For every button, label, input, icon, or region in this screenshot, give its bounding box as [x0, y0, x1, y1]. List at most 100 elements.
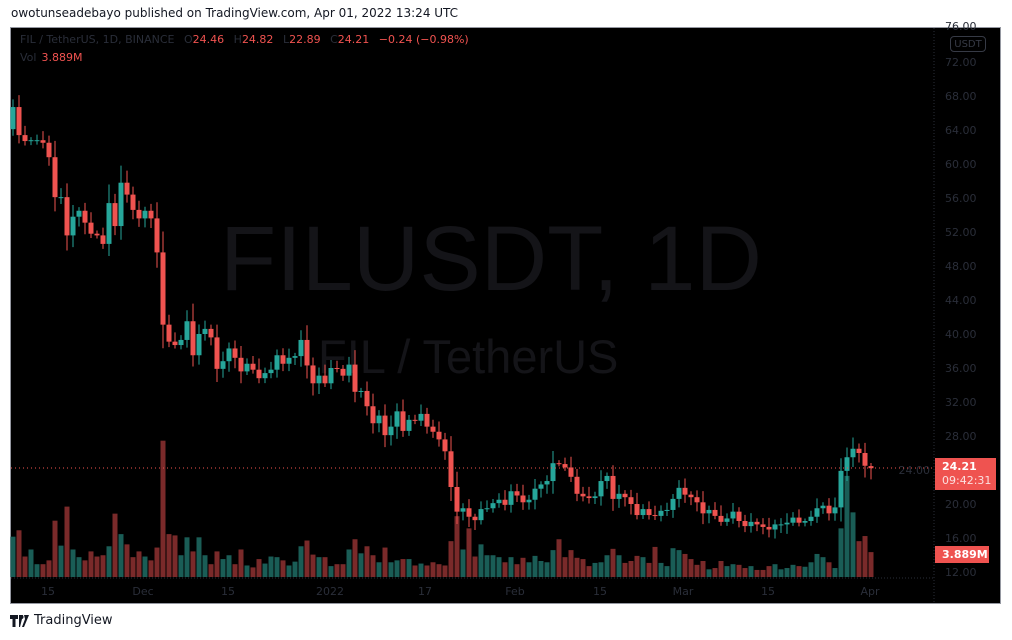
y-tick-label: 20.00	[945, 498, 977, 511]
candle	[94, 230, 100, 239]
candle-body	[256, 369, 262, 379]
volume-bar	[394, 560, 400, 577]
tradingview-logo[interactable]: TradingView	[10, 613, 113, 628]
candle	[640, 504, 646, 519]
candle	[730, 502, 736, 524]
candle-body	[526, 499, 532, 503]
candle-body	[118, 182, 124, 227]
candle-body	[718, 515, 724, 522]
volume-bar	[124, 544, 130, 577]
candle	[832, 497, 838, 521]
candle	[214, 324, 220, 382]
candle-body	[610, 475, 616, 499]
y-tick-label: 28.00	[945, 430, 977, 443]
volume-bar	[556, 539, 562, 577]
volume-bar	[52, 520, 58, 577]
candle-body	[850, 448, 856, 458]
volume-bar	[358, 553, 364, 577]
volume-bar	[424, 565, 430, 577]
volume-bar	[586, 566, 592, 577]
high-value: 24.82	[241, 33, 274, 46]
candle-body	[706, 509, 712, 514]
candle-body	[214, 337, 220, 369]
candle	[58, 188, 64, 204]
candle-body	[148, 210, 154, 219]
candle-body	[796, 517, 802, 523]
candle	[718, 505, 724, 526]
volume-bar	[166, 534, 172, 577]
x-tick-label: 15	[41, 585, 55, 598]
volume-bar	[286, 565, 292, 577]
volume-bar	[712, 568, 718, 577]
candle	[778, 518, 784, 533]
candle-body	[196, 334, 202, 356]
candle-body	[316, 375, 322, 384]
volume-bar	[814, 553, 820, 577]
volume-bar	[694, 564, 700, 577]
volume-bar	[724, 566, 730, 577]
volume-bar	[172, 535, 178, 577]
volume-bar	[526, 562, 532, 577]
x-tick-label: Mar	[673, 585, 694, 598]
volume-bar	[436, 564, 442, 577]
candle-body	[34, 140, 40, 142]
candle	[652, 505, 658, 520]
currency-button[interactable]: USDT	[950, 36, 986, 52]
candle-body	[112, 203, 118, 227]
candle-body	[826, 505, 832, 514]
candle	[208, 324, 214, 346]
candle-body	[130, 194, 136, 210]
candle	[676, 480, 682, 508]
volume-bar	[88, 551, 94, 577]
last-price: 24.21	[942, 460, 977, 473]
candle-body	[16, 107, 22, 136]
candle-body	[178, 339, 184, 346]
candle	[394, 403, 400, 439]
volume-bar	[628, 561, 634, 577]
volume-bar	[790, 564, 796, 577]
candle	[250, 355, 256, 374]
candle	[364, 381, 370, 416]
candle-body	[616, 493, 622, 499]
candle-body	[370, 406, 376, 424]
candle-body	[184, 321, 190, 340]
candle	[634, 492, 640, 520]
candle-body	[418, 413, 424, 421]
candle-body	[280, 355, 286, 364]
x-tick-label: 2022	[316, 585, 344, 598]
candle	[64, 183, 70, 251]
candle-body	[586, 496, 592, 499]
candle-body	[388, 426, 394, 436]
candle	[28, 137, 34, 146]
x-tick-label: 15	[593, 585, 607, 598]
volume-bar	[442, 565, 448, 577]
volume-bar	[340, 564, 346, 577]
y-tick-label: 64.00	[945, 124, 977, 137]
candle-body	[40, 140, 46, 143]
candle	[700, 491, 706, 525]
candle	[478, 501, 484, 525]
candle	[556, 460, 562, 467]
candle-body	[394, 411, 400, 427]
candle	[154, 202, 160, 268]
volume-bar	[70, 549, 76, 577]
volume-bar	[832, 568, 838, 577]
volume-bar	[478, 544, 484, 577]
volume-bar	[856, 541, 862, 577]
volume-bar	[664, 566, 670, 577]
publisher-caption: owotunseadebayo published on TradingView…	[11, 6, 459, 20]
candle	[484, 500, 490, 512]
candle-body	[334, 368, 340, 369]
candle	[148, 203, 154, 228]
volume-bar	[670, 548, 676, 577]
close-label: C	[330, 33, 338, 46]
y-tick-label: 72.00	[945, 56, 977, 69]
candle	[538, 481, 544, 498]
volume-bar	[868, 552, 874, 577]
candle	[850, 437, 856, 467]
candle	[598, 470, 604, 506]
volume-bar	[730, 564, 736, 577]
volume-bar	[604, 555, 610, 577]
volume-bar	[232, 564, 238, 577]
